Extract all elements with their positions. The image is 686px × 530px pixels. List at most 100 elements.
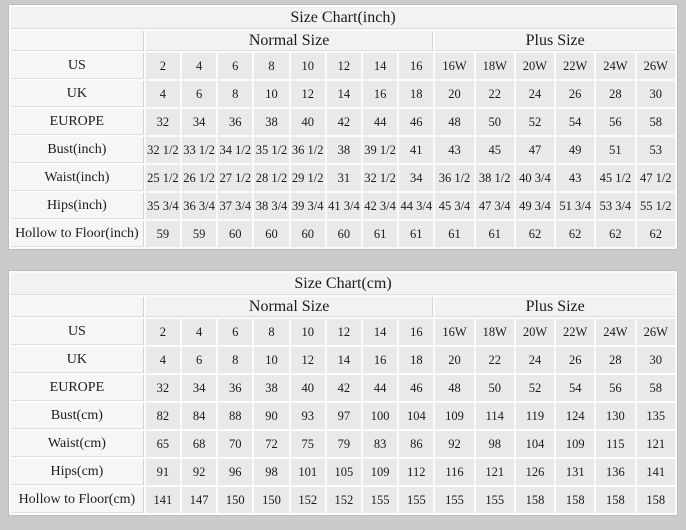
size-cell: 121 — [636, 431, 675, 457]
size-cell: 44 — [363, 375, 398, 401]
size-cell: 101 — [290, 459, 325, 485]
size-cell: 45 — [475, 137, 514, 163]
size-cell: 119 — [515, 403, 555, 429]
size-cell: 45 3/4 — [435, 193, 474, 219]
size-cell: 41 3/4 — [326, 193, 361, 219]
row-label: Hips(cm) — [11, 459, 144, 485]
size-cell: 54 — [556, 375, 595, 401]
size-cell: 51 3/4 — [556, 193, 595, 219]
row-label: Waist(inch) — [11, 165, 144, 191]
size-cell: 98 — [254, 459, 289, 485]
size-cell: 6 — [218, 53, 253, 79]
size-cell: 6 — [182, 347, 217, 373]
size-cell: 53 — [636, 137, 675, 163]
size-cell: 47 3/4 — [475, 193, 514, 219]
row-label: EUROPE — [11, 109, 144, 135]
size-cell: 40 3/4 — [515, 165, 555, 191]
size-cell: 60 — [290, 221, 325, 247]
row-label: UK — [11, 81, 144, 107]
size-cell: 155 — [435, 487, 474, 513]
size-cell: 10 — [254, 81, 289, 107]
size-cell: 34 — [181, 109, 217, 135]
table-row: Hollow to Floor(inch) 59 59 60 60 60 60 61 61 61 6… — [11, 221, 675, 247]
row-label: Hollow to Floor(inch) — [11, 221, 144, 247]
size-cell: 105 — [326, 459, 362, 485]
size-cell: 91 — [145, 459, 180, 485]
size-cell: 58 — [636, 375, 675, 401]
size-cell: 45 1/2 — [596, 165, 635, 191]
table-title: Size Chart(inch) — [11, 7, 675, 29]
size-cell: 41 — [399, 137, 434, 163]
corner-cell — [11, 297, 144, 317]
size-cell: 24W — [596, 319, 635, 345]
group-header-row: Normal Size Plus Size — [11, 297, 675, 317]
size-cell: 61 — [363, 221, 398, 247]
table-row: Bust(cm) 82 84 88 90 93 97 100 104 109 114 119 124 13… — [11, 403, 675, 429]
size-cell: 34 — [182, 375, 217, 401]
size-cell: 28 — [596, 347, 635, 373]
size-cell: 35 3/4 — [145, 193, 180, 219]
size-cell: 155 — [399, 487, 434, 513]
size-cell: 32 1/2 — [363, 165, 398, 191]
size-cell: 31 — [326, 165, 361, 191]
size-cell: 43 — [556, 165, 595, 191]
table-row: Hips(inch) 35 3/4 36 3/4 37 3/4 38 3/4 39 3/4… — [11, 193, 675, 219]
group-header-plus: Plus Size — [435, 297, 675, 317]
table-row: US 2 4 6 8 10 12 14 16 16W 18W 20W 22W 24W 26W — [11, 53, 675, 79]
size-cell: 36 1/2 — [290, 137, 325, 163]
size-cell: 136 — [596, 459, 635, 485]
size-cell: 152 — [290, 487, 325, 513]
size-cell: 62 — [636, 221, 675, 247]
size-cell: 20W — [515, 319, 555, 345]
size-cell: 4 — [181, 53, 217, 79]
size-cell: 141 — [145, 487, 180, 513]
size-cell: 52 — [515, 375, 555, 401]
size-cell: 68 — [182, 431, 217, 457]
size-cell: 51 — [596, 137, 635, 163]
table-row: UK 4 6 8 10 12 14 16 18 20 22 24 26 28 30 — [11, 81, 675, 107]
size-cell: 30 — [636, 347, 675, 373]
group-header-normal: Normal Size — [145, 31, 434, 51]
size-cell: 30 — [636, 81, 675, 107]
size-cell: 124 — [556, 403, 595, 429]
size-cell: 10 — [290, 53, 325, 79]
size-cell: 34 — [399, 165, 434, 191]
size-cell: 38 1/2 — [475, 165, 514, 191]
size-cell: 20 — [435, 81, 474, 107]
size-cell: 43 — [435, 137, 474, 163]
size-cell: 44 — [363, 109, 398, 135]
size-cell: 36 3/4 — [181, 193, 217, 219]
row-label: Hips(inch) — [11, 193, 144, 219]
size-cell: 14 — [363, 319, 398, 345]
size-cell: 141 — [636, 459, 675, 485]
size-cell: 28 1/2 — [254, 165, 289, 191]
size-cell: 135 — [636, 403, 675, 429]
size-cell: 92 — [435, 431, 474, 457]
corner-cell — [11, 31, 144, 51]
size-cell: 32 — [145, 109, 180, 135]
size-cell: 16 — [363, 81, 398, 107]
size-cell: 14 — [326, 81, 361, 107]
size-cell: 24 — [515, 81, 555, 107]
size-cell: 58 — [636, 109, 675, 135]
size-cell: 109 — [556, 431, 595, 457]
size-cell: 22W — [556, 319, 595, 345]
size-cell: 93 — [290, 403, 325, 429]
size-cell: 60 — [326, 221, 361, 247]
size-cell: 100 — [363, 403, 398, 429]
size-cell: 131 — [556, 459, 595, 485]
size-cell: 16W — [435, 319, 474, 345]
size-cell: 26W — [636, 53, 675, 79]
size-cell: 16 — [363, 347, 398, 373]
size-cell: 158 — [515, 487, 555, 513]
size-cell: 83 — [363, 431, 398, 457]
size-cell: 8 — [254, 319, 289, 345]
size-cell: 22 — [475, 81, 514, 107]
size-cell: 24 — [515, 347, 555, 373]
size-cell: 18W — [475, 319, 514, 345]
size-cell: 24W — [596, 53, 635, 79]
size-cell: 2 — [145, 319, 180, 345]
size-cell: 33 1/2 — [181, 137, 217, 163]
size-cell: 18 — [399, 81, 434, 107]
size-cell: 50 — [475, 375, 514, 401]
